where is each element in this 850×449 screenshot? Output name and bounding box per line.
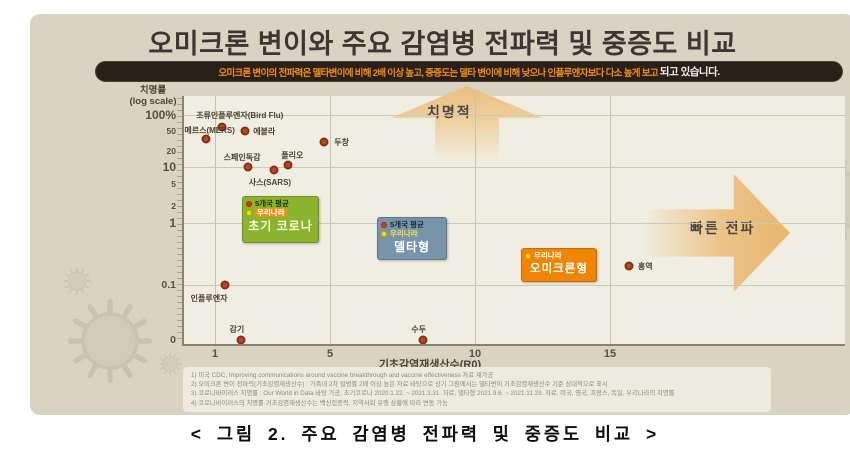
y-tick-label: 20 xyxy=(166,146,176,157)
banner-normal-text: 되고 있습니다. xyxy=(659,66,720,78)
x-tick-label: 15 xyxy=(603,348,617,360)
group-title-early-corona: 초기 코로나 xyxy=(248,219,313,233)
y-tick-label: 1 xyxy=(169,215,176,230)
point-label-smallpox: 두창 xyxy=(334,138,349,148)
legend-label: 5개국 평균 xyxy=(390,220,424,229)
y-tick-label: 10 xyxy=(162,159,176,174)
legend-label: 우리나라 xyxy=(390,229,418,238)
footnote-line: 3) 코로나바이러스 치명률 : Our World in Data 바탕 가공… xyxy=(191,390,675,398)
point-common-cold xyxy=(236,335,246,345)
x-tick-label: 1 xyxy=(211,348,219,360)
point-spanish-flu xyxy=(243,162,253,172)
group-legend-row: 5개국 평균 xyxy=(246,199,315,208)
page-title: 오미크론 변이와 주요 감염병 전파력 및 중증도 비교 xyxy=(148,29,737,59)
y-axis-label: 치명률 (log scale) xyxy=(129,85,177,107)
point-label-spanish-flu: 스페인독감 xyxy=(223,153,261,162)
group-legend-row: 5개국 평균 xyxy=(381,220,443,229)
x-tick-label: 5 xyxy=(326,348,334,360)
point-label-influenza: 인플루엔자 xyxy=(190,294,228,303)
y-tick-label: 2 xyxy=(171,201,176,212)
virus-watermark-icon xyxy=(158,352,182,376)
fast-spread-annotation: 빠른 전파 xyxy=(690,220,756,236)
virus-watermark-icon xyxy=(62,266,92,296)
y-tick-label: 0 xyxy=(170,333,176,346)
group-legend-row: 우리나라 xyxy=(246,208,315,217)
point-bird-flu xyxy=(217,122,227,132)
footnote-line: 2) 오미크론 변이 전파력(기초감염재생산수) : 가족내 2차 발병률 2배… xyxy=(191,381,608,389)
point-ebola xyxy=(240,126,250,136)
footnotes-box: 1) 미국 CDC, Improving communications arou… xyxy=(183,367,771,412)
legend-dot-icon xyxy=(525,252,531,259)
legend-dot-icon xyxy=(381,221,387,228)
x-gridline xyxy=(475,96,476,345)
legend-dot-icon xyxy=(246,209,252,216)
footnote-line: 4) 코로나바이러스의 치명률·기초감염재생산수는 백신접종력, 지역사회 유행… xyxy=(191,399,448,407)
footnote-line: 1) 미국 CDC, Improving communications arou… xyxy=(191,372,494,379)
group-legend-row: 우리나라 xyxy=(381,229,443,238)
y-axis xyxy=(182,96,184,346)
x-gridline xyxy=(215,96,216,345)
x-gridline xyxy=(610,96,611,345)
banner-highlight-text: 오미크론 변이의 전파력은 델타변이에 비해 2배 이상 높고, 중증도는 델타… xyxy=(218,67,658,79)
point-label-polio: 폴리오 xyxy=(281,150,304,160)
point-label-common-cold: 감기 xyxy=(229,325,245,334)
summary-banner: 오미크론 변이의 전파력은 델타변이에 비해 2배 이상 높고, 중증도는 델타… xyxy=(95,61,843,82)
x-axis xyxy=(182,344,845,346)
y-axis-minor-ticks xyxy=(177,98,182,344)
group-legend-row: 우리나라 xyxy=(525,251,593,260)
point-influenza xyxy=(220,280,230,290)
legend-label: 5개국 평균 xyxy=(255,199,289,208)
legend-label: 우리나라 xyxy=(255,208,287,217)
point-label-chickenpox: 수두 xyxy=(411,325,427,334)
legend-label: 우리나라 xyxy=(534,251,562,260)
point-smallpox xyxy=(319,137,329,147)
group-title-delta: 델타형 xyxy=(393,240,431,254)
point-label-sars: 사스(SARS) xyxy=(248,177,292,187)
y-gridline xyxy=(182,285,845,286)
y-tick-label: 50 xyxy=(166,125,176,136)
y-gridline xyxy=(182,115,845,116)
point-label-ebola: 에볼라 xyxy=(253,126,276,136)
x-tick-label: 10 xyxy=(468,348,482,360)
y-tick-label: 0.1 xyxy=(161,278,176,291)
point-chickenpox xyxy=(418,335,428,345)
fatal-annotation: 치명적 xyxy=(427,104,472,120)
point-sars xyxy=(269,165,279,175)
point-label-bird-flu: 조류인플루엔자(Bird Flu) xyxy=(196,110,284,120)
legend-dot-icon xyxy=(381,230,387,237)
y-tick-label: 5 xyxy=(171,178,176,189)
point-label-mers: 메르스(MERS) xyxy=(184,125,235,135)
y-tick-label: 100% xyxy=(145,107,176,122)
group-title-omicron: 오미크론형 xyxy=(530,263,588,275)
legend-dot-icon xyxy=(246,200,252,207)
point-polio xyxy=(283,160,293,170)
y-gridline xyxy=(182,223,845,224)
x-gridline xyxy=(330,96,331,345)
y-gridline xyxy=(182,167,845,168)
point-mers xyxy=(201,134,211,144)
figure-caption: < 그림 2. 주요 감염병 전파력 및 중증도 비교 > xyxy=(190,424,660,444)
point-measles xyxy=(624,261,634,271)
point-label-measles: 홍역 xyxy=(637,262,653,272)
